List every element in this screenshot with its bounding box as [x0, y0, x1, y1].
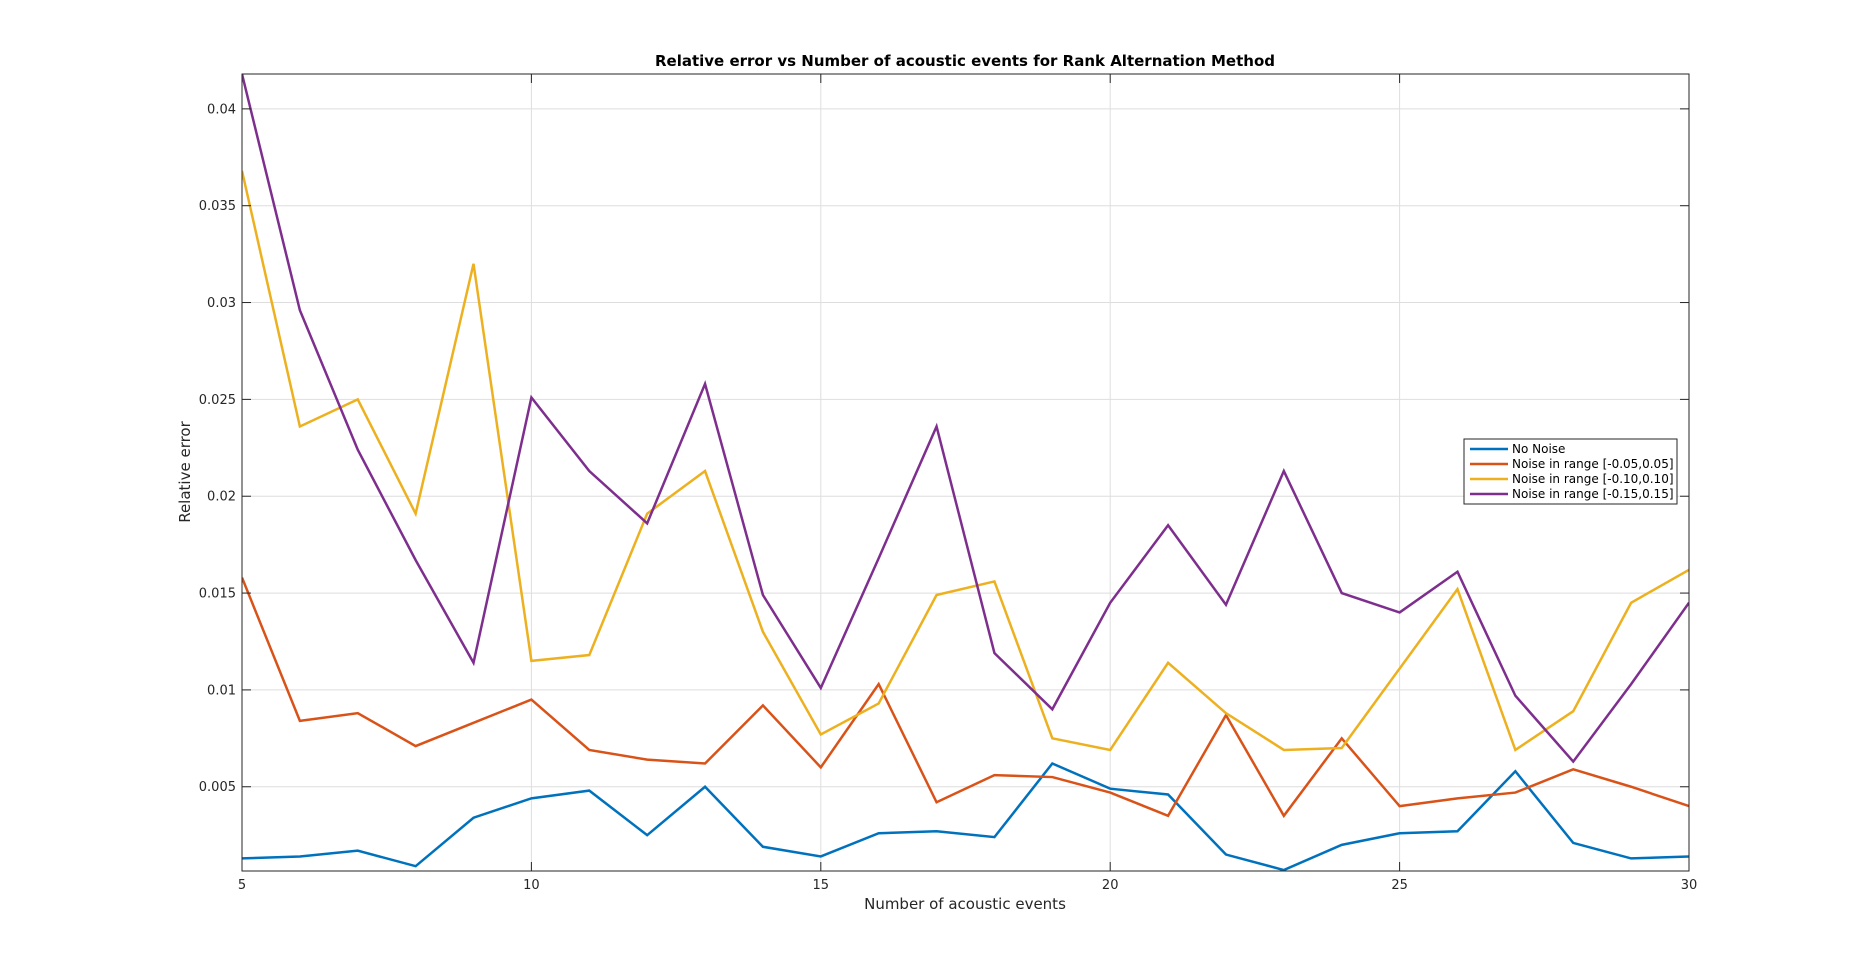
x-tick-label: 10 — [523, 878, 540, 893]
legend-label-noise-005: Noise in range [-0.05,0.05] — [1512, 457, 1674, 471]
legend-label-noise-015: Noise in range [-0.15,0.15] — [1512, 487, 1674, 501]
x-tick-label: 5 — [238, 878, 246, 893]
legend-label-noise-010: Noise in range [-0.10,0.10] — [1512, 472, 1674, 486]
x-tick-label: 25 — [1391, 878, 1408, 893]
x-axis-label: Number of acoustic events — [864, 895, 1066, 913]
plot-area — [242, 74, 1689, 871]
series-line-2 — [242, 170, 1689, 752]
y-tick-label: 0.01 — [207, 683, 236, 698]
y-tick-label: 0.03 — [207, 296, 236, 311]
y-tick-label: 0.015 — [199, 587, 236, 602]
x-tick-label: 30 — [1681, 878, 1698, 893]
axes-box — [241, 73, 1690, 872]
x-tick-label: 20 — [1102, 878, 1119, 893]
y-axis-label: Relative error — [176, 420, 194, 522]
y-tick-label: 0.035 — [199, 199, 236, 214]
series-line-0 — [242, 761, 1689, 871]
series-line-1 — [242, 577, 1689, 819]
axis-ticks: 5 10 15 20 25 30 0.005 0.01 0.015 0.02 0.025 0.03 0.… — [199, 74, 1697, 893]
x-tick-label: 15 — [813, 878, 830, 893]
y-tick-label: 0.02 — [207, 490, 236, 505]
chart-title: Relative error vs Number of acoustic eve… — [655, 52, 1275, 70]
series-line-3 — [242, 74, 1689, 764]
legend: No Noise Noise in range [-0.05,0.05] Noi… — [1463, 438, 1678, 505]
series-lines — [242, 74, 1689, 871]
y-tick-label: 0.04 — [207, 102, 236, 117]
y-tick-label: 0.005 — [199, 780, 236, 795]
y-tick-label: 0.025 — [199, 393, 236, 408]
legend-label-no-noise: No Noise — [1512, 442, 1565, 456]
